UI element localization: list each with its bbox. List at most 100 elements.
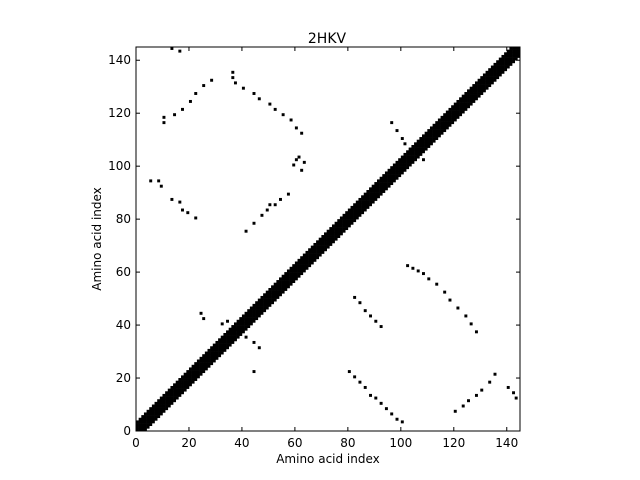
contact-cell [244, 335, 248, 339]
diagonal-cell [247, 314, 251, 318]
diagonal-cell [321, 248, 325, 252]
contact-cell [443, 290, 447, 294]
contact-cell [210, 78, 214, 82]
diagonal-cell [347, 208, 351, 212]
diagonal-cell [204, 362, 208, 366]
diagonal-cell [456, 110, 460, 114]
diagonal-cell [355, 211, 359, 215]
diagonal-cell [485, 76, 489, 80]
diagonal-cell [308, 258, 312, 262]
diagonal-cell [387, 174, 391, 178]
diagonal-cell [260, 306, 264, 310]
diagonal-cell [376, 182, 380, 186]
diagonal-cell [265, 293, 269, 297]
diagonal-cell [305, 253, 309, 257]
contact-cell [252, 370, 256, 374]
diagonal-cell [509, 57, 513, 61]
diagonal-cell [482, 81, 486, 85]
diagonal-cell [257, 311, 261, 315]
diagonal-cell [467, 102, 470, 106]
diagonal-cell [188, 383, 192, 387]
contact-cell [456, 306, 460, 310]
diagonal-cell [167, 404, 171, 408]
diagonal-cell [276, 295, 280, 299]
diagonal-cell [474, 92, 478, 95]
diagonal-cell [191, 364, 195, 368]
contact-cell [257, 97, 261, 101]
contact-cell [403, 142, 407, 146]
diagonal-cell [440, 118, 444, 122]
diagonal-cell [247, 322, 251, 326]
diagonal-cell [345, 213, 349, 217]
diagonal-cell [469, 99, 473, 103]
diagonal-cell [459, 102, 463, 106]
diagonal-cell [496, 73, 500, 77]
diagonal-cell [403, 158, 407, 162]
diagonal-cell [207, 351, 211, 355]
diagonal-cell [162, 407, 166, 411]
diagonal-cell [239, 325, 243, 329]
diagonal-cell [175, 380, 179, 384]
contact-cell [173, 113, 177, 117]
diagonal-cell [215, 348, 219, 352]
diagonal-cell [419, 142, 423, 146]
diagonal-cell [329, 237, 333, 241]
diagonal-cell [390, 179, 394, 183]
x-tick-label: 100 [389, 436, 412, 450]
diagonal-cell [408, 160, 412, 164]
diagonal-cell [210, 359, 214, 363]
diagonal-cell [212, 348, 216, 352]
contact-cell [395, 417, 399, 421]
diagonal-cell [443, 118, 447, 122]
diagonal-cell [141, 428, 145, 432]
contact-cell [268, 203, 272, 207]
diagonal-cell [263, 303, 267, 307]
diagonal-cell [207, 362, 211, 366]
diagonal-cell [228, 327, 232, 331]
diagonal-cell [215, 351, 219, 355]
diagonal-cell [345, 227, 349, 231]
diagonal-cell [260, 309, 264, 313]
diagonal-cell [437, 121, 441, 125]
diagonal-cell [310, 256, 314, 260]
diagonal-cell [167, 393, 171, 397]
diagonal-cell [400, 168, 404, 172]
diagonal-cell [387, 168, 391, 172]
diagonal-cell [149, 409, 153, 413]
diagonal-cell [233, 322, 237, 326]
contact-cell [363, 309, 367, 313]
diagonal-cell [369, 187, 372, 191]
diagonal-cell [453, 105, 457, 109]
diagonal-cell [286, 269, 290, 273]
diagonal-cell [437, 129, 441, 133]
diagonal-cell [249, 322, 253, 326]
y-axis-title: Amino acid index [90, 187, 104, 291]
diagonal-cell [512, 47, 516, 50]
diagonal-cell [350, 219, 354, 223]
x-tick-label: 20 [181, 436, 196, 450]
diagonal-cell [196, 372, 200, 376]
diagonal-cell [329, 227, 333, 231]
diagonal-cell [170, 388, 174, 392]
diagonal-cell [188, 367, 192, 371]
diagonal-cell [159, 399, 163, 403]
diagonal-cell [324, 232, 327, 236]
contact-cell [435, 282, 439, 286]
diagonal-cell [395, 168, 399, 172]
diagonal-cell [477, 86, 481, 90]
diagonal-cell [395, 176, 399, 180]
diagonal-cell [276, 282, 280, 286]
diagonal-cell [223, 343, 227, 347]
diagonal-cell [268, 293, 272, 297]
diagonal-cell [501, 65, 505, 69]
diagonal-cell [252, 319, 256, 323]
diagonal-cell [239, 319, 243, 323]
diagonal-cell [445, 113, 449, 117]
diagonal-cell [173, 399, 177, 403]
diagonal-cell [392, 174, 396, 178]
diagonal-cell [339, 216, 343, 220]
diagonal-cell [347, 216, 351, 220]
diagonal-cell [273, 287, 277, 291]
diagonal-cell [400, 171, 404, 175]
contact-cell [474, 393, 478, 397]
